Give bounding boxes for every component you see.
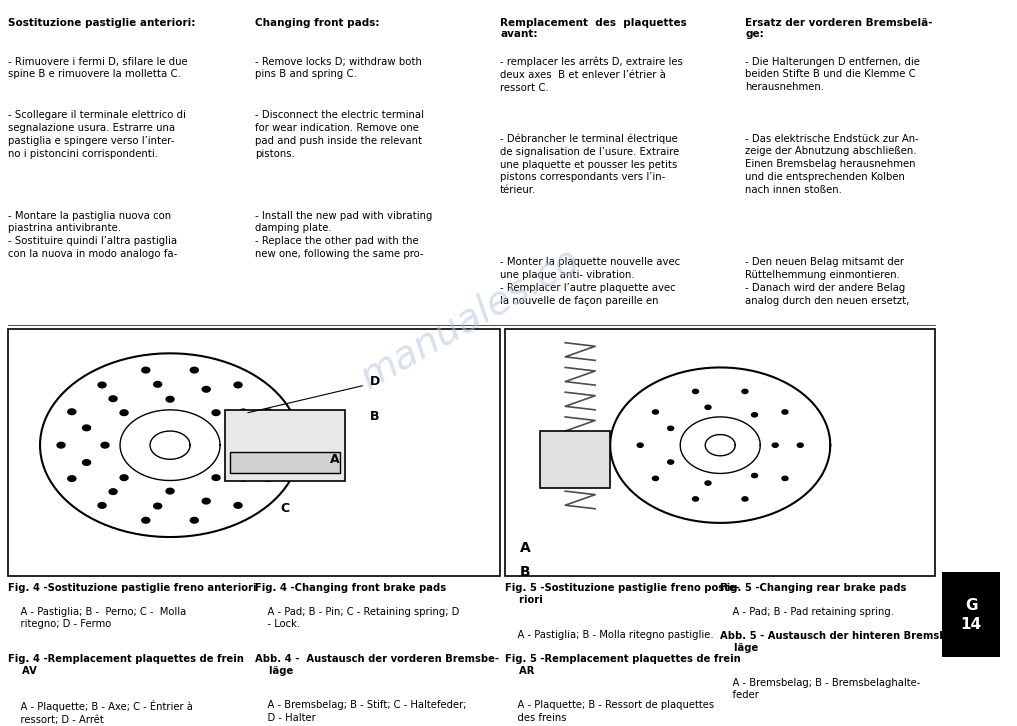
Circle shape bbox=[98, 502, 106, 508]
Text: A - Bremsbelag; B - Bremsbelaghalte-
    feder: A - Bremsbelag; B - Bremsbelaghalte- fed… bbox=[720, 677, 920, 700]
Circle shape bbox=[120, 475, 128, 481]
Circle shape bbox=[667, 460, 673, 464]
Text: - Monter la plaquette nouvelle avec
une plaque anti- vibration.
- Remplacer l’au: - Monter la plaquette nouvelle avec une … bbox=[500, 257, 680, 306]
Text: - remplacer les arrêts D, extraire les
deux axes  B et enlever l’étrier à
ressor: - remplacer les arrêts D, extraire les d… bbox=[500, 57, 683, 93]
Circle shape bbox=[772, 443, 778, 447]
Circle shape bbox=[653, 410, 658, 414]
Text: - Remove locks D; withdraw both
pins B and spring C.: - Remove locks D; withdraw both pins B a… bbox=[255, 57, 422, 79]
Text: A - Pastiglia; B -  Perno; C -  Molla
    ritegno; D - Fermo: A - Pastiglia; B - Perno; C - Molla rite… bbox=[8, 607, 186, 629]
Circle shape bbox=[141, 367, 149, 373]
Circle shape bbox=[667, 426, 673, 431]
Bar bbox=[225, 410, 345, 481]
Circle shape bbox=[782, 410, 788, 414]
Text: Fig. 5 -Changing rear brake pads: Fig. 5 -Changing rear brake pads bbox=[720, 583, 906, 593]
Circle shape bbox=[82, 425, 91, 431]
Text: D: D bbox=[370, 375, 380, 388]
Text: - Install the new pad with vibrating
damping plate.
- Replace the other pad with: - Install the new pad with vibrating dam… bbox=[255, 211, 432, 259]
Circle shape bbox=[264, 409, 273, 415]
Bar bbox=[230, 452, 340, 473]
Text: - Rimuovere i fermi D, sfilare le due
spine B e rimuovere la molletta C.: - Rimuovere i fermi D, sfilare le due sp… bbox=[8, 57, 187, 79]
Text: - Montare la pastiglia nuova con
piastrina antivibrante.
- Sostituire quindi l’a: - Montare la pastiglia nuova con piastri… bbox=[8, 211, 177, 259]
Text: G
14: G 14 bbox=[961, 598, 981, 632]
Circle shape bbox=[109, 396, 117, 401]
Circle shape bbox=[231, 442, 239, 448]
Circle shape bbox=[68, 476, 76, 481]
Circle shape bbox=[797, 443, 803, 447]
Circle shape bbox=[752, 412, 758, 417]
Text: Abb. 5 - Austausch der hinteren Bremsbe-
    läge: Abb. 5 - Austausch der hinteren Bremsbe-… bbox=[720, 631, 958, 653]
Circle shape bbox=[166, 489, 174, 494]
Circle shape bbox=[264, 476, 273, 481]
Text: C: C bbox=[281, 502, 290, 515]
Circle shape bbox=[141, 518, 149, 523]
Text: Changing front pads:: Changing front pads: bbox=[255, 17, 379, 28]
Text: Fig. 4 -Changing front brake pads: Fig. 4 -Changing front brake pads bbox=[255, 583, 446, 593]
Circle shape bbox=[693, 389, 699, 393]
Circle shape bbox=[98, 382, 106, 388]
Circle shape bbox=[101, 442, 109, 448]
Circle shape bbox=[638, 443, 643, 447]
Circle shape bbox=[742, 389, 747, 393]
Text: - Disconnect the electric terminal
for wear indication. Remove one
pad and push : - Disconnect the electric terminal for w… bbox=[255, 110, 424, 159]
Text: Fig. 4 -Sostituzione pastiglie freno anteriori: Fig. 4 -Sostituzione pastiglie freno ant… bbox=[8, 583, 256, 593]
Text: - Débrancher le terminal électrique
de signalisation de l’usure. Extraire
une pl: - Débrancher le terminal électrique de s… bbox=[500, 134, 679, 195]
Circle shape bbox=[212, 475, 220, 481]
Circle shape bbox=[120, 410, 128, 415]
Circle shape bbox=[57, 442, 65, 448]
Circle shape bbox=[190, 518, 198, 523]
Text: Ersatz der vorderen Bremsbelä-
ge:: Ersatz der vorderen Bremsbelä- ge: bbox=[745, 17, 933, 39]
FancyBboxPatch shape bbox=[943, 572, 1001, 657]
Circle shape bbox=[234, 502, 242, 508]
Text: B: B bbox=[520, 566, 531, 579]
Circle shape bbox=[68, 409, 76, 415]
Text: manuales.co: manuales.co bbox=[354, 240, 587, 396]
Bar bbox=[540, 431, 610, 488]
Text: Fig. 5 -Remplacement plaquettes de frein
    AR: Fig. 5 -Remplacement plaquettes de frein… bbox=[505, 653, 741, 676]
Circle shape bbox=[752, 473, 758, 478]
Text: Fig. 5 -Sostituzione pastiglie freno poste-
    riori: Fig. 5 -Sostituzione pastiglie freno pos… bbox=[505, 583, 740, 605]
Circle shape bbox=[234, 382, 242, 388]
Circle shape bbox=[154, 381, 162, 387]
Text: Sostituzione pastiglie anteriori:: Sostituzione pastiglie anteriori: bbox=[8, 17, 195, 28]
Circle shape bbox=[190, 367, 198, 373]
Circle shape bbox=[239, 409, 247, 415]
Circle shape bbox=[705, 481, 711, 485]
FancyBboxPatch shape bbox=[505, 329, 936, 576]
Circle shape bbox=[782, 476, 788, 481]
Circle shape bbox=[275, 442, 283, 448]
Text: Fig. 4 -Remplacement plaquettes de frein
    AV: Fig. 4 -Remplacement plaquettes de frein… bbox=[8, 653, 244, 676]
Text: A - Bremsbelag; B - Stift; C - Haltefeder;
    D - Halter: A - Bremsbelag; B - Stift; C - Haltefede… bbox=[255, 701, 467, 722]
Circle shape bbox=[202, 498, 211, 504]
Circle shape bbox=[82, 460, 91, 465]
Circle shape bbox=[742, 497, 747, 501]
Circle shape bbox=[653, 476, 658, 481]
Circle shape bbox=[109, 489, 117, 494]
Circle shape bbox=[166, 396, 174, 402]
Circle shape bbox=[705, 405, 711, 409]
Text: A - Pad; B - Pin; C - Retaining spring; D
    - Lock.: A - Pad; B - Pin; C - Retaining spring; … bbox=[255, 607, 460, 629]
Circle shape bbox=[154, 503, 162, 509]
Circle shape bbox=[239, 476, 247, 481]
Circle shape bbox=[693, 497, 699, 501]
Text: A - Pad; B - Pad retaining spring.: A - Pad; B - Pad retaining spring. bbox=[720, 607, 894, 617]
Circle shape bbox=[212, 410, 220, 415]
Text: A - Plaquette; B - Axe; C - Éntrier à
    ressort; D - Arrêt: A - Plaquette; B - Axe; C - Éntrier à re… bbox=[8, 701, 193, 725]
Text: - Scollegare il terminale elettrico di
segnalazione usura. Estrarre una
pastigli: - Scollegare il terminale elettrico di s… bbox=[8, 110, 186, 159]
Text: A: A bbox=[331, 453, 340, 466]
Text: Abb. 4 -  Austausch der vorderen Bremsbe-
    läge: Abb. 4 - Austausch der vorderen Bremsbe-… bbox=[255, 653, 499, 676]
Text: - Das elektrische Endstück zur An-
zeige der Abnutzung abschließen.
Einen Bremsb: - Das elektrische Endstück zur An- zeige… bbox=[745, 134, 919, 195]
Circle shape bbox=[202, 386, 211, 392]
Circle shape bbox=[253, 442, 261, 448]
Text: Remplacement  des  plaquettes
avant:: Remplacement des plaquettes avant: bbox=[500, 17, 686, 39]
Text: A - Pastiglia; B - Molla ritegno pastiglie.: A - Pastiglia; B - Molla ritegno pastigl… bbox=[505, 629, 714, 640]
Text: A: A bbox=[520, 541, 531, 555]
Text: - Die Halterungen D entfernen, die
beiden Stifte B und die Klemme C
herausnehmen: - Die Halterungen D entfernen, die beide… bbox=[745, 57, 920, 92]
Text: B: B bbox=[370, 410, 380, 423]
Text: - Den neuen Belag mitsamt der
Rüttelhemmung einmontieren.
- Danach wird der ande: - Den neuen Belag mitsamt der Rüttelhemm… bbox=[745, 257, 909, 306]
Text: A - Plaquette; B - Ressort de plaquettes
    des freins: A - Plaquette; B - Ressort de plaquettes… bbox=[505, 701, 714, 722]
FancyBboxPatch shape bbox=[8, 329, 500, 576]
